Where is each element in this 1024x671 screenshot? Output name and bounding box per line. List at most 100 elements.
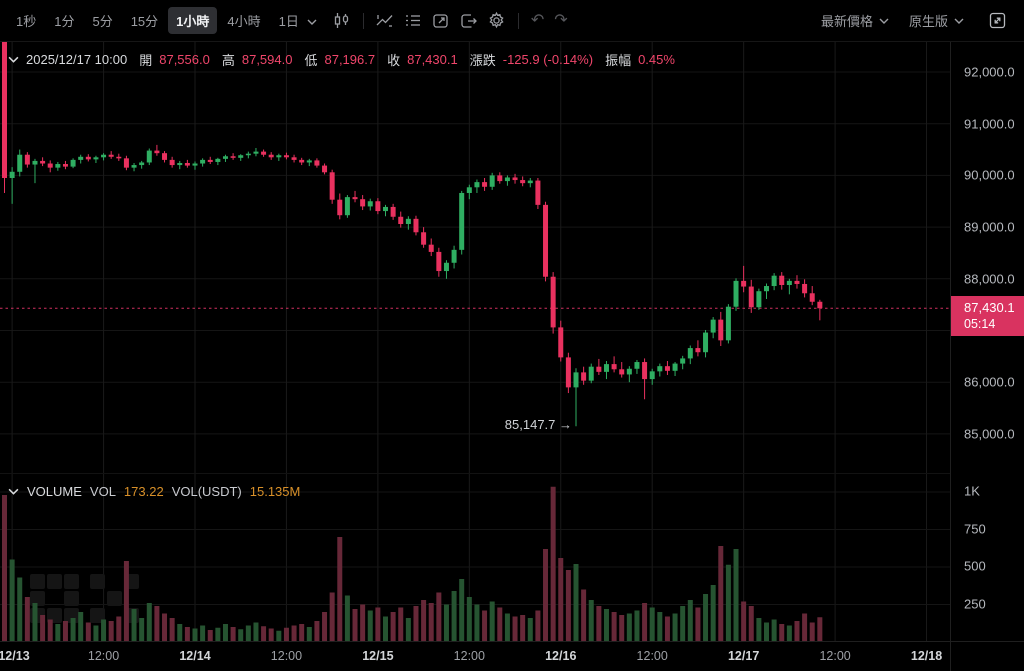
time-axis[interactable]: 12/13 12:00 12/14 12:00 12/15 12:00 12/16 12:00… [0, 641, 1024, 671]
volume-bar-down [283, 627, 289, 642]
interval-1d-dropdown[interactable]: 1日 [271, 7, 317, 34]
candle-body-down [596, 366, 602, 372]
indicators-icon[interactable] [372, 8, 398, 34]
volume-bar-down [779, 624, 785, 642]
volume-bar-up [687, 600, 693, 642]
volume-axis-label: 250 [964, 596, 986, 611]
price-chart-pane[interactable]: 2025/12/17 10:00 開 87,556.0 高 87,594.0 低 87… [0, 42, 950, 473]
candle-body-up [93, 157, 99, 160]
volume-bar-up [70, 618, 76, 642]
candle-body-up [101, 154, 107, 158]
collapse-chevron-icon[interactable] [8, 488, 19, 495]
candle-body-up [634, 362, 640, 369]
candle-body-down [390, 206, 396, 217]
candle-body-down [261, 151, 267, 155]
candle-datetime: 2025/12/17 10:00 [26, 52, 128, 67]
volume-bar-up [703, 594, 709, 642]
open-value: 87,556.0 [159, 52, 210, 67]
redo-icon[interactable]: ↷ [554, 11, 568, 29]
candle-body-down [268, 154, 274, 158]
candle-body-up [70, 159, 76, 167]
time-axis-hour-label: 12:00 [636, 649, 668, 663]
low-value: 87,196.7 [324, 52, 376, 67]
candle-body-down [207, 159, 213, 162]
candle-body-up [626, 368, 632, 375]
candle-body-down [230, 156, 236, 158]
volume-bar-down [352, 609, 358, 642]
volume-bar-up [215, 627, 221, 642]
volume-bar-up [177, 624, 183, 642]
change-label: 漲跌 [469, 53, 496, 68]
candle-body-down [436, 251, 442, 272]
indicator-list-icon[interactable] [400, 8, 426, 34]
price-mode-dropdown[interactable]: 最新價格 [821, 11, 889, 30]
volume-bar-down [695, 607, 701, 642]
price-axis-label: 89,000.0 [964, 219, 1015, 235]
volume-bar-up [200, 625, 206, 642]
volume-bar-up [626, 613, 632, 642]
candle-body-up [253, 151, 259, 154]
chart-version-label: 原生版 [908, 14, 948, 29]
fullscreen-expand-icon[interactable] [984, 8, 1010, 34]
volume-bar-down [619, 615, 625, 642]
candle-body-up [78, 156, 84, 160]
watermark-block [107, 591, 122, 606]
undo-icon[interactable]: ↶ [530, 11, 545, 29]
candle-body-up [139, 162, 145, 166]
volume-bar-down [40, 615, 46, 642]
watermark-block [90, 574, 105, 589]
collapse-chevron-icon[interactable] [8, 56, 19, 63]
interval-5m[interactable]: 5分 [92, 14, 113, 29]
candle-body-down [520, 180, 526, 184]
volume-bar-up [276, 630, 282, 642]
price-axis[interactable]: 87,430.1 05:14 92,000.0 91,000.0 90,000.0 8… [950, 42, 1024, 671]
settings-gear-icon[interactable] [484, 8, 510, 34]
low-label: 低 [304, 53, 318, 68]
template-icon[interactable] [456, 8, 482, 34]
candle-body-down [794, 280, 800, 284]
amplitude-label: 振幅 [605, 53, 632, 68]
volume-bar-down [794, 621, 800, 642]
volume-bar-up [93, 625, 99, 642]
time-axis-date-label: 12/17 [727, 649, 760, 663]
interval-15m[interactable]: 15分 [130, 14, 159, 29]
candle-body-down [413, 218, 419, 233]
volume-bar-down [741, 601, 747, 642]
volume-bar-up [489, 601, 495, 642]
volume-bar-up [764, 622, 769, 642]
candle-body-down [322, 165, 328, 173]
volume-bar-up [131, 609, 137, 642]
volume-bar-up [17, 577, 23, 642]
candle-body-down [291, 157, 297, 160]
volume-bar-up [672, 613, 678, 642]
volume-canvas[interactable] [0, 474, 950, 642]
chart-toolbar: 1秒 1分 5分 15分 1小時 4小時 1日 [0, 0, 1024, 42]
candle-body-down [123, 158, 129, 168]
candlestick-canvas[interactable] [0, 42, 950, 473]
volume-bar-down [512, 616, 518, 642]
volume-bar-up [680, 606, 686, 642]
vol-usdt-value: 15.135M [249, 484, 301, 499]
chevron-down-icon [954, 18, 964, 24]
time-axis-date-label: 12/15 [362, 649, 394, 663]
interval-1m[interactable]: 1分 [54, 14, 75, 29]
volume-bar-down [817, 617, 823, 642]
volume-bar-up [443, 604, 449, 642]
popout-icon[interactable] [428, 8, 454, 34]
interval-1h-selected[interactable]: 1小時 [168, 7, 218, 34]
volume-bar-up [466, 597, 472, 642]
time-axis-hour-label: 12:00 [453, 649, 485, 663]
watermark-block [30, 591, 45, 606]
chart-version-dropdown[interactable]: 原生版 [909, 11, 964, 30]
interval-1s[interactable]: 1秒 [16, 14, 37, 29]
interval-4h[interactable]: 4小時 [227, 14, 261, 29]
candle-body-down [642, 362, 648, 380]
volume-bar-up [710, 585, 716, 642]
volume-bar-up [32, 603, 38, 642]
volume-chart-pane[interactable]: VOLUME VOL 173.22 VOL(USDT) 15.135M [0, 473, 950, 642]
candlestick-style-icon[interactable] [329, 8, 355, 34]
watermark-block [47, 574, 62, 589]
candle-body-down [169, 159, 175, 166]
last-price-badge: 87,430.1 05:14 [951, 296, 1024, 337]
volume-bar-up [474, 604, 480, 642]
